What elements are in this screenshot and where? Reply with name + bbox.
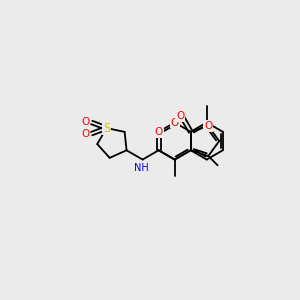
Text: O: O — [81, 129, 90, 139]
Text: O: O — [154, 127, 163, 137]
Text: O: O — [170, 118, 179, 128]
Text: S: S — [103, 122, 110, 134]
Text: O: O — [204, 121, 212, 131]
Text: NH: NH — [134, 164, 149, 173]
Text: O: O — [176, 111, 184, 121]
Text: O: O — [81, 118, 90, 128]
